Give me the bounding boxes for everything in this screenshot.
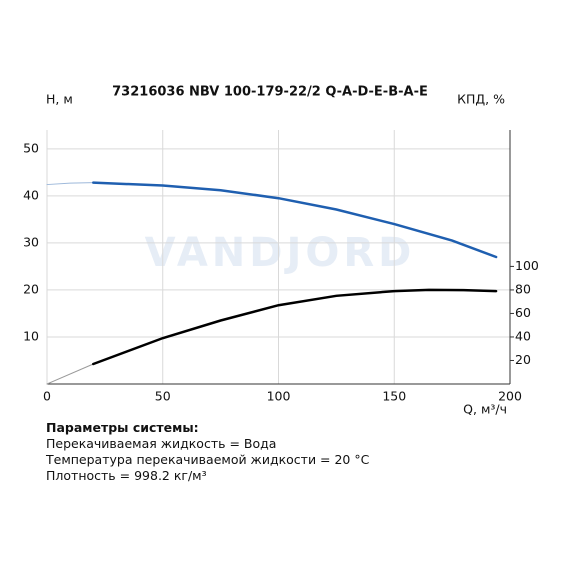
x-tick-label: 0: [43, 389, 51, 404]
line-series: [46, 182, 94, 186]
info-heading: Параметры системы:: [46, 420, 199, 435]
y2-tick-label: 20: [515, 352, 531, 367]
x-tick-label: 200: [498, 389, 522, 404]
info-line: Перекачиваемая жидкость = Вода: [46, 436, 277, 451]
y-tick-label: 30: [23, 234, 39, 249]
info-line: Плотность = 998.2 кг/м³: [46, 468, 207, 483]
y-tick-label: 10: [23, 328, 39, 343]
x-tick-label: 100: [267, 389, 291, 404]
x-tick-label: 150: [382, 389, 406, 404]
line-series: [46, 363, 94, 385]
line-series: [92, 181, 498, 259]
info-line: Температура перекачиваемой жидкости = 20…: [46, 452, 370, 467]
x-tick-label: 50: [155, 389, 171, 404]
y-tick-label: 20: [23, 281, 39, 296]
y2-tick-label: 100: [515, 258, 539, 273]
y2-tick-label: 60: [515, 305, 531, 320]
chart-title: 73216036 NBV 100-179-22/2 Q-A-D-E-B-A-E: [112, 85, 428, 100]
chart: 73216036 NBV 100-179-22/2 Q-A-D-E-B-A-E …: [23, 85, 539, 416]
line-series: [92, 288, 498, 366]
y2-tick-label: 80: [515, 281, 531, 296]
y-tick-label: 40: [23, 187, 39, 202]
x-axis-label: Q, м³/ч: [463, 402, 507, 416]
y-axis-label: H, м: [46, 92, 73, 107]
y2-axis-label: КПД, %: [457, 92, 505, 107]
y2-tick-label: 40: [515, 328, 531, 343]
system-info: Параметры системы: Перекачиваемая жидкос…: [46, 420, 369, 484]
y-tick-label: 50: [23, 140, 39, 155]
watermark: VANDJORD: [145, 230, 416, 276]
